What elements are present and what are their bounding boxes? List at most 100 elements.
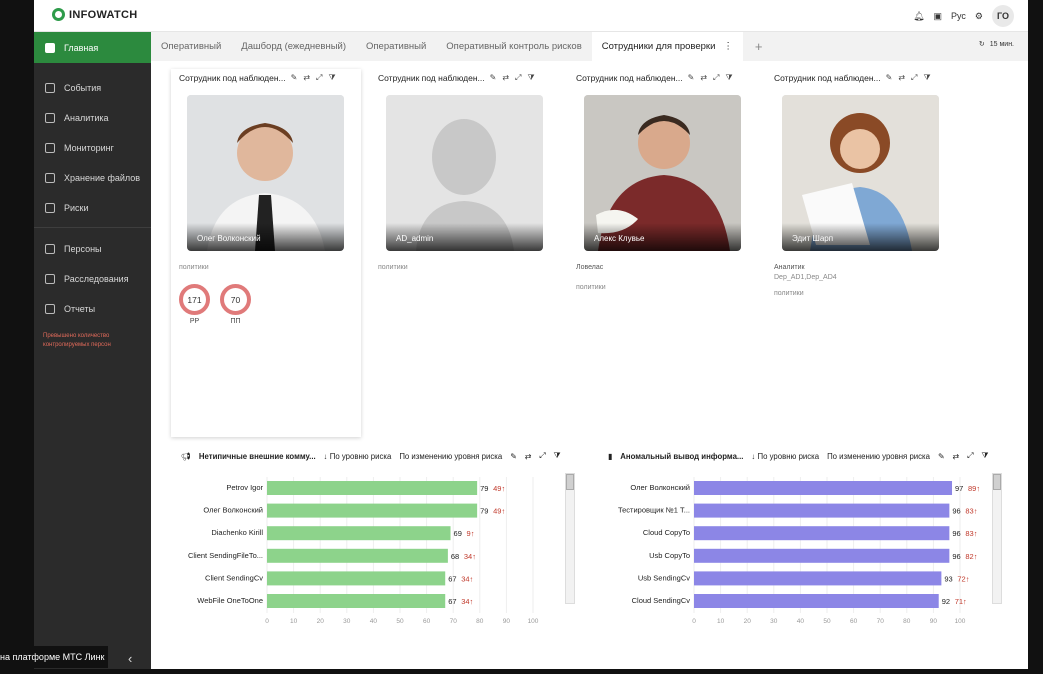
category-label: Cloud SendingCv xyxy=(632,596,691,605)
expand-icon[interactable]: ⤢ xyxy=(713,73,720,82)
risk-chart-panel: 📢︎ Нетипичные внешние комму... ↓ По уров… xyxy=(171,447,578,623)
bar xyxy=(267,571,446,586)
sidebar-item-home[interactable]: Главная xyxy=(34,32,151,63)
collapse-chevron-icon[interactable]: ‹ xyxy=(128,651,133,666)
sort-by-change[interactable]: По изменению уровня риска xyxy=(399,451,503,461)
sidebar-item-storage[interactable]: Хранение файлов xyxy=(34,163,151,193)
kebab-menu-icon[interactable]: ⋮ xyxy=(723,41,733,52)
bar xyxy=(267,594,446,608)
sort-by-risk[interactable]: ↓ По уровню риска xyxy=(323,451,392,461)
swap-icon[interactable]: ⇄ xyxy=(303,73,311,82)
filter-icon[interactable]: ⧩ xyxy=(553,451,561,460)
avatar[interactable]: ГО xyxy=(992,5,1014,27)
add-tab-icon[interactable]: + xyxy=(754,39,763,54)
edit-icon[interactable]: ✎ xyxy=(489,73,497,82)
employee-photo[interactable]: AD_admin xyxy=(386,95,543,251)
employee-photo[interactable]: Алекс Клувье xyxy=(584,95,741,251)
tab-operational-1[interactable]: Оперативный xyxy=(161,41,222,52)
metric-pp[interactable]: 70 ПП xyxy=(220,284,251,325)
swap-icon[interactable]: ⇄ xyxy=(700,73,708,82)
filter-icon[interactable]: ⧩ xyxy=(725,73,733,82)
refresh-icon: ↻ xyxy=(978,41,985,48)
sidebar-item-investigations[interactable]: Расследования xyxy=(34,264,151,294)
delta-label: 71↑ xyxy=(955,597,967,606)
value-label: 93 xyxy=(944,574,952,583)
expand-icon[interactable]: ⤢ xyxy=(316,73,323,82)
edit-icon[interactable]: ✎ xyxy=(510,451,517,461)
employee-name: AD_admin xyxy=(386,223,543,251)
persons-icon xyxy=(45,244,55,254)
expand-icon[interactable]: ⤢ xyxy=(515,73,522,82)
tab-employees-check[interactable]: Сотрудники для проверки ⋮ xyxy=(591,32,743,61)
swap-icon[interactable]: ⇄ xyxy=(898,73,906,82)
tick-label: 90 xyxy=(930,618,938,623)
metric-rr[interactable]: 171 РР xyxy=(179,284,210,325)
scroll-thumb[interactable] xyxy=(566,474,574,490)
sort-by-risk[interactable]: ↓ По уровню риска xyxy=(751,451,820,461)
card-title: Сотрудник под наблюден... xyxy=(576,73,683,83)
expand-icon[interactable]: ⤢ xyxy=(539,451,546,460)
tick-label: 10 xyxy=(290,618,298,623)
gear-icon[interactable]: ⚙ xyxy=(974,10,983,21)
swap-icon[interactable]: ⇄ xyxy=(952,451,960,461)
sidebar-item-persons[interactable]: Персоны xyxy=(34,234,151,264)
bell-icon[interactable]: 🔔︎ xyxy=(913,10,925,21)
metric-label: РР xyxy=(189,318,200,325)
category-label: Cloud CopyTo xyxy=(643,528,690,537)
employee-name: Алекс Клувье xyxy=(584,223,741,251)
delta-label: 34↑ xyxy=(461,574,473,583)
edit-icon[interactable]: ✎ xyxy=(937,451,945,461)
bar xyxy=(694,571,942,586)
card-title: Сотрудник под наблюден... xyxy=(774,73,881,83)
refresh-interval[interactable]: ↻ 15 мин. xyxy=(978,40,1014,49)
storage-icon xyxy=(45,173,55,183)
edit-icon[interactable]: ✎ xyxy=(885,73,893,82)
tick-label: 40 xyxy=(797,618,805,623)
swap-icon[interactable]: ⇄ xyxy=(524,451,532,461)
chart-scrollbar[interactable] xyxy=(565,473,575,604)
bar-chart: 0 10 20 30 40 50 60 70 80 90 100 Олег Волконский 97 8… xyxy=(618,477,980,623)
value-label: 96 xyxy=(952,529,960,538)
bar xyxy=(267,526,451,541)
employee-card: Сотрудник под наблюден... ✎ ⇄ ⤢ ⧩ Эдит Ш… xyxy=(766,69,956,297)
dashboard-icon[interactable]: ▣ xyxy=(933,10,943,21)
bar xyxy=(267,481,478,495)
edit-icon[interactable]: ✎ xyxy=(687,73,695,82)
bar xyxy=(694,503,950,518)
employee-photo[interactable]: Эдит Шарп xyxy=(782,95,939,251)
sidebar-item-analytics[interactable]: Аналитика xyxy=(34,103,151,133)
tab-dashboard-daily[interactable]: Дашборд (ежедневный) xyxy=(241,41,347,52)
risk-chart-panel: ▮ Аномальный вывод информа... ↓ По уровн… xyxy=(598,447,1005,623)
edit-icon[interactable]: ✎ xyxy=(290,73,298,82)
category-label: Client SendingCv xyxy=(205,573,263,582)
expand-icon[interactable]: ⤢ xyxy=(967,451,974,460)
sidebar-item-events[interactable]: События xyxy=(34,73,151,103)
tick-label: 10 xyxy=(717,618,725,623)
employee-role: Аналитик xyxy=(774,264,805,271)
risks-icon xyxy=(45,203,55,213)
language-switch[interactable]: Рус xyxy=(951,11,966,21)
filter-icon[interactable]: ⧩ xyxy=(328,73,336,82)
category-label: Олег Волконский xyxy=(203,506,263,515)
megaphone-icon: 📢︎ xyxy=(181,451,191,461)
chart-scrollbar[interactable] xyxy=(992,473,1002,604)
value-label: 79 xyxy=(480,507,488,516)
sidebar-item-monitoring[interactable]: Мониторинг xyxy=(34,133,151,163)
risk-metrics: 171 РР 70 ПП xyxy=(179,284,251,325)
filter-icon[interactable]: ⧩ xyxy=(923,73,931,82)
tab-risk-control[interactable]: Оперативный контроль рисков xyxy=(446,41,582,52)
category-label: Олег Волконский xyxy=(630,483,690,492)
logo[interactable]: INFOWATCH xyxy=(52,8,138,21)
swap-icon[interactable]: ⇄ xyxy=(502,73,510,82)
sort-by-change[interactable]: По изменению уровня риска xyxy=(827,451,930,461)
tab-operational-2[interactable]: Оперативный xyxy=(366,41,427,52)
sidebar: Главная События Аналитика Мониторинг Хра… xyxy=(34,32,151,669)
filter-icon[interactable]: ⧩ xyxy=(981,451,989,460)
expand-icon[interactable]: ⤢ xyxy=(911,73,918,82)
sidebar-item-risks[interactable]: Риски xyxy=(34,193,151,223)
filter-icon[interactable]: ⧩ xyxy=(527,73,535,82)
scroll-thumb[interactable] xyxy=(993,474,1001,490)
sidebar-item-reports[interactable]: Отчеты xyxy=(34,294,151,324)
tick-label: 80 xyxy=(476,618,484,623)
employee-photo[interactable]: Олег Волконский xyxy=(187,95,344,251)
